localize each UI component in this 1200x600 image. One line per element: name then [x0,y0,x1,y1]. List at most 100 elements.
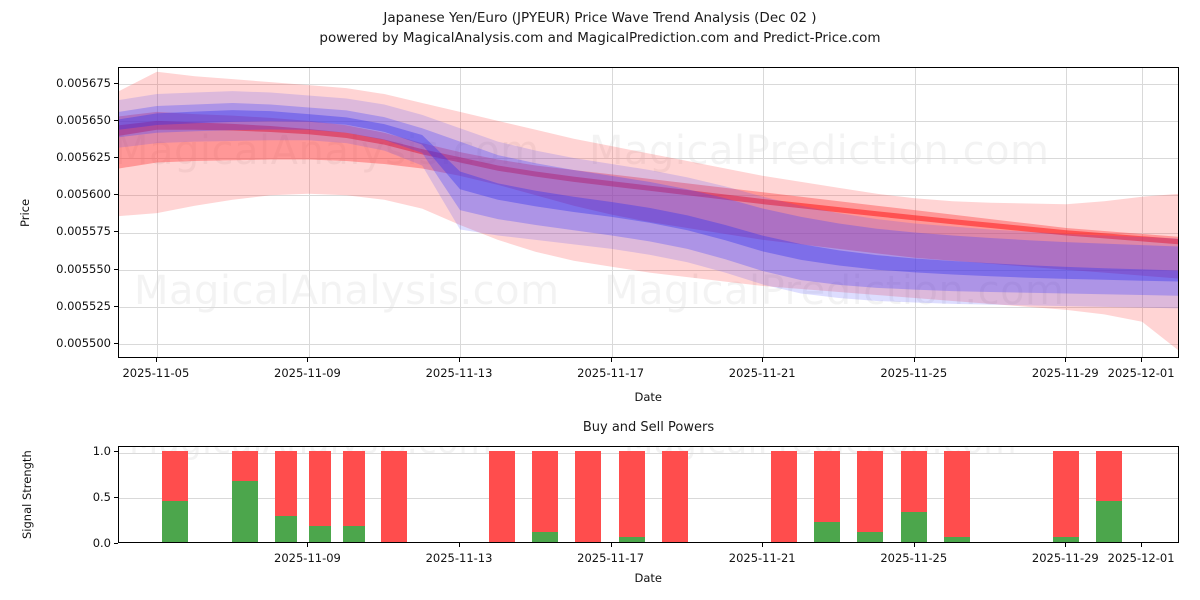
chart-title: Japanese Yen/Euro (JPYEUR) Price Wave Tr… [383,10,817,26]
x-tick-mark [1065,543,1067,547]
x-tick-mark [610,543,612,547]
x-tick-mark [307,358,309,362]
gridline-h [119,498,1178,500]
sell-power-segment [575,450,601,542]
signal-chart-title: Buy and Sell Powers [582,420,715,435]
gridline-h [119,452,1178,454]
x-tick-mark [459,358,461,362]
signal-bar[interactable] [381,450,407,542]
sell-power-segment [619,450,645,538]
gridline-h [119,120,1178,122]
signal-bar[interactable] [575,450,601,542]
buy-power-segment [1053,537,1079,542]
y-tick-label: 0.005550 [56,261,111,276]
x-tick-label: 2025-11-29 [1031,551,1099,565]
signal-bar[interactable] [619,450,645,542]
sell-power-segment [771,450,797,542]
x-tick-mark [913,358,915,362]
signal-bar[interactable] [857,450,883,542]
x-tick-mark [913,543,915,547]
signal-bar[interactable] [309,450,331,542]
x-tick-mark [762,358,764,362]
x-tick-label: 2025-11-13 [425,551,493,565]
wave-band-red-mid [119,111,1178,279]
sell-power-segment [232,450,258,481]
buy-power-segment [232,480,258,542]
signal-bar[interactable] [1096,450,1122,542]
gridline-h [119,269,1178,271]
gridline-h [119,306,1178,308]
y-tick-label: 1.0 [92,444,111,459]
x-tick-label: 2025-11-25 [880,366,948,380]
signal-bar[interactable] [1053,450,1079,542]
buy-power-segment [1096,500,1122,542]
sell-power-segment [857,450,883,532]
y-tick-mark [114,82,118,84]
y-tick-mark [114,543,118,544]
price-chart-plot-area: MagicalAnalysis.comMagicalPrediction.com… [118,67,1179,358]
signal-bar[interactable] [275,450,297,542]
x-tick-label: 2025-11-21 [728,366,796,380]
signal-bar[interactable] [162,450,188,542]
gridline-v [1142,68,1144,357]
signal-bar[interactable] [771,450,797,542]
gridline-v [763,68,765,357]
sell-power-segment [944,450,970,538]
signal-chart-plot-area: MagicalAnalysis.comMagicalPrediction.com [118,446,1179,543]
wave-band-blue-mid [119,102,1178,296]
sell-power-segment [532,450,558,532]
gridline-v [308,68,310,357]
signal-bar[interactable] [343,450,365,542]
x-tick-label: 2025-11-13 [425,366,493,380]
sell-power-segment [901,450,927,512]
signal-bar[interactable] [662,450,688,542]
buy-power-segment [343,526,365,542]
gridline-v [156,68,158,357]
y-tick-label: 0.005625 [56,150,111,165]
x-tick-label: 2025-11-05 [122,366,190,380]
x-tick-label: 2025-11-09 [274,551,341,565]
y-tick-label: 0.5 [92,490,111,505]
buy-power-segment [944,537,970,542]
x-tick-label: 2025-11-17 [577,366,645,380]
signal-bar[interactable] [901,450,927,542]
buy-power-segment [619,537,645,542]
price-y-axis-label: Price [18,198,32,227]
signal-bar[interactable] [814,450,840,542]
chart-subtitle: powered by MagicalAnalysis.com and Magic… [319,30,881,46]
gridline-h [119,232,1178,234]
signal-bar[interactable] [944,450,970,542]
sell-power-segment [309,450,331,527]
x-tick-mark [762,543,764,547]
signal-bar[interactable] [232,450,258,542]
x-tick-mark [307,543,309,547]
buy-power-segment [857,531,883,542]
gridline-h [119,195,1178,197]
y-tick-label: 0.005600 [56,187,111,202]
gridline-h [119,158,1178,160]
sell-power-segment [662,450,688,542]
sell-power-segment [1053,450,1079,538]
y-tick-mark [114,157,118,159]
signal-bar[interactable] [489,450,515,542]
signal-y-axis-label: Signal Strength [20,450,34,539]
x-tick-label: 2025-12-01 [1107,551,1175,565]
gridline-v [1066,68,1068,357]
sell-power-segment [814,450,840,522]
y-tick-label: 0.0 [92,536,111,550]
y-tick-mark [114,497,118,499]
y-tick-mark [114,451,118,453]
gridline-h [119,83,1178,85]
gridline-h [119,344,1178,346]
x-tick-mark [1141,358,1143,362]
x-tick-label: 2025-11-25 [880,551,948,565]
sell-power-segment [275,450,297,517]
signal-bar[interactable] [532,450,558,542]
buy-power-segment [275,516,297,542]
x-tick-mark [1141,543,1143,547]
gridline-v [914,68,916,357]
sell-power-segment [489,450,515,542]
buy-power-segment [309,526,331,542]
x-tick-mark [1065,358,1067,362]
